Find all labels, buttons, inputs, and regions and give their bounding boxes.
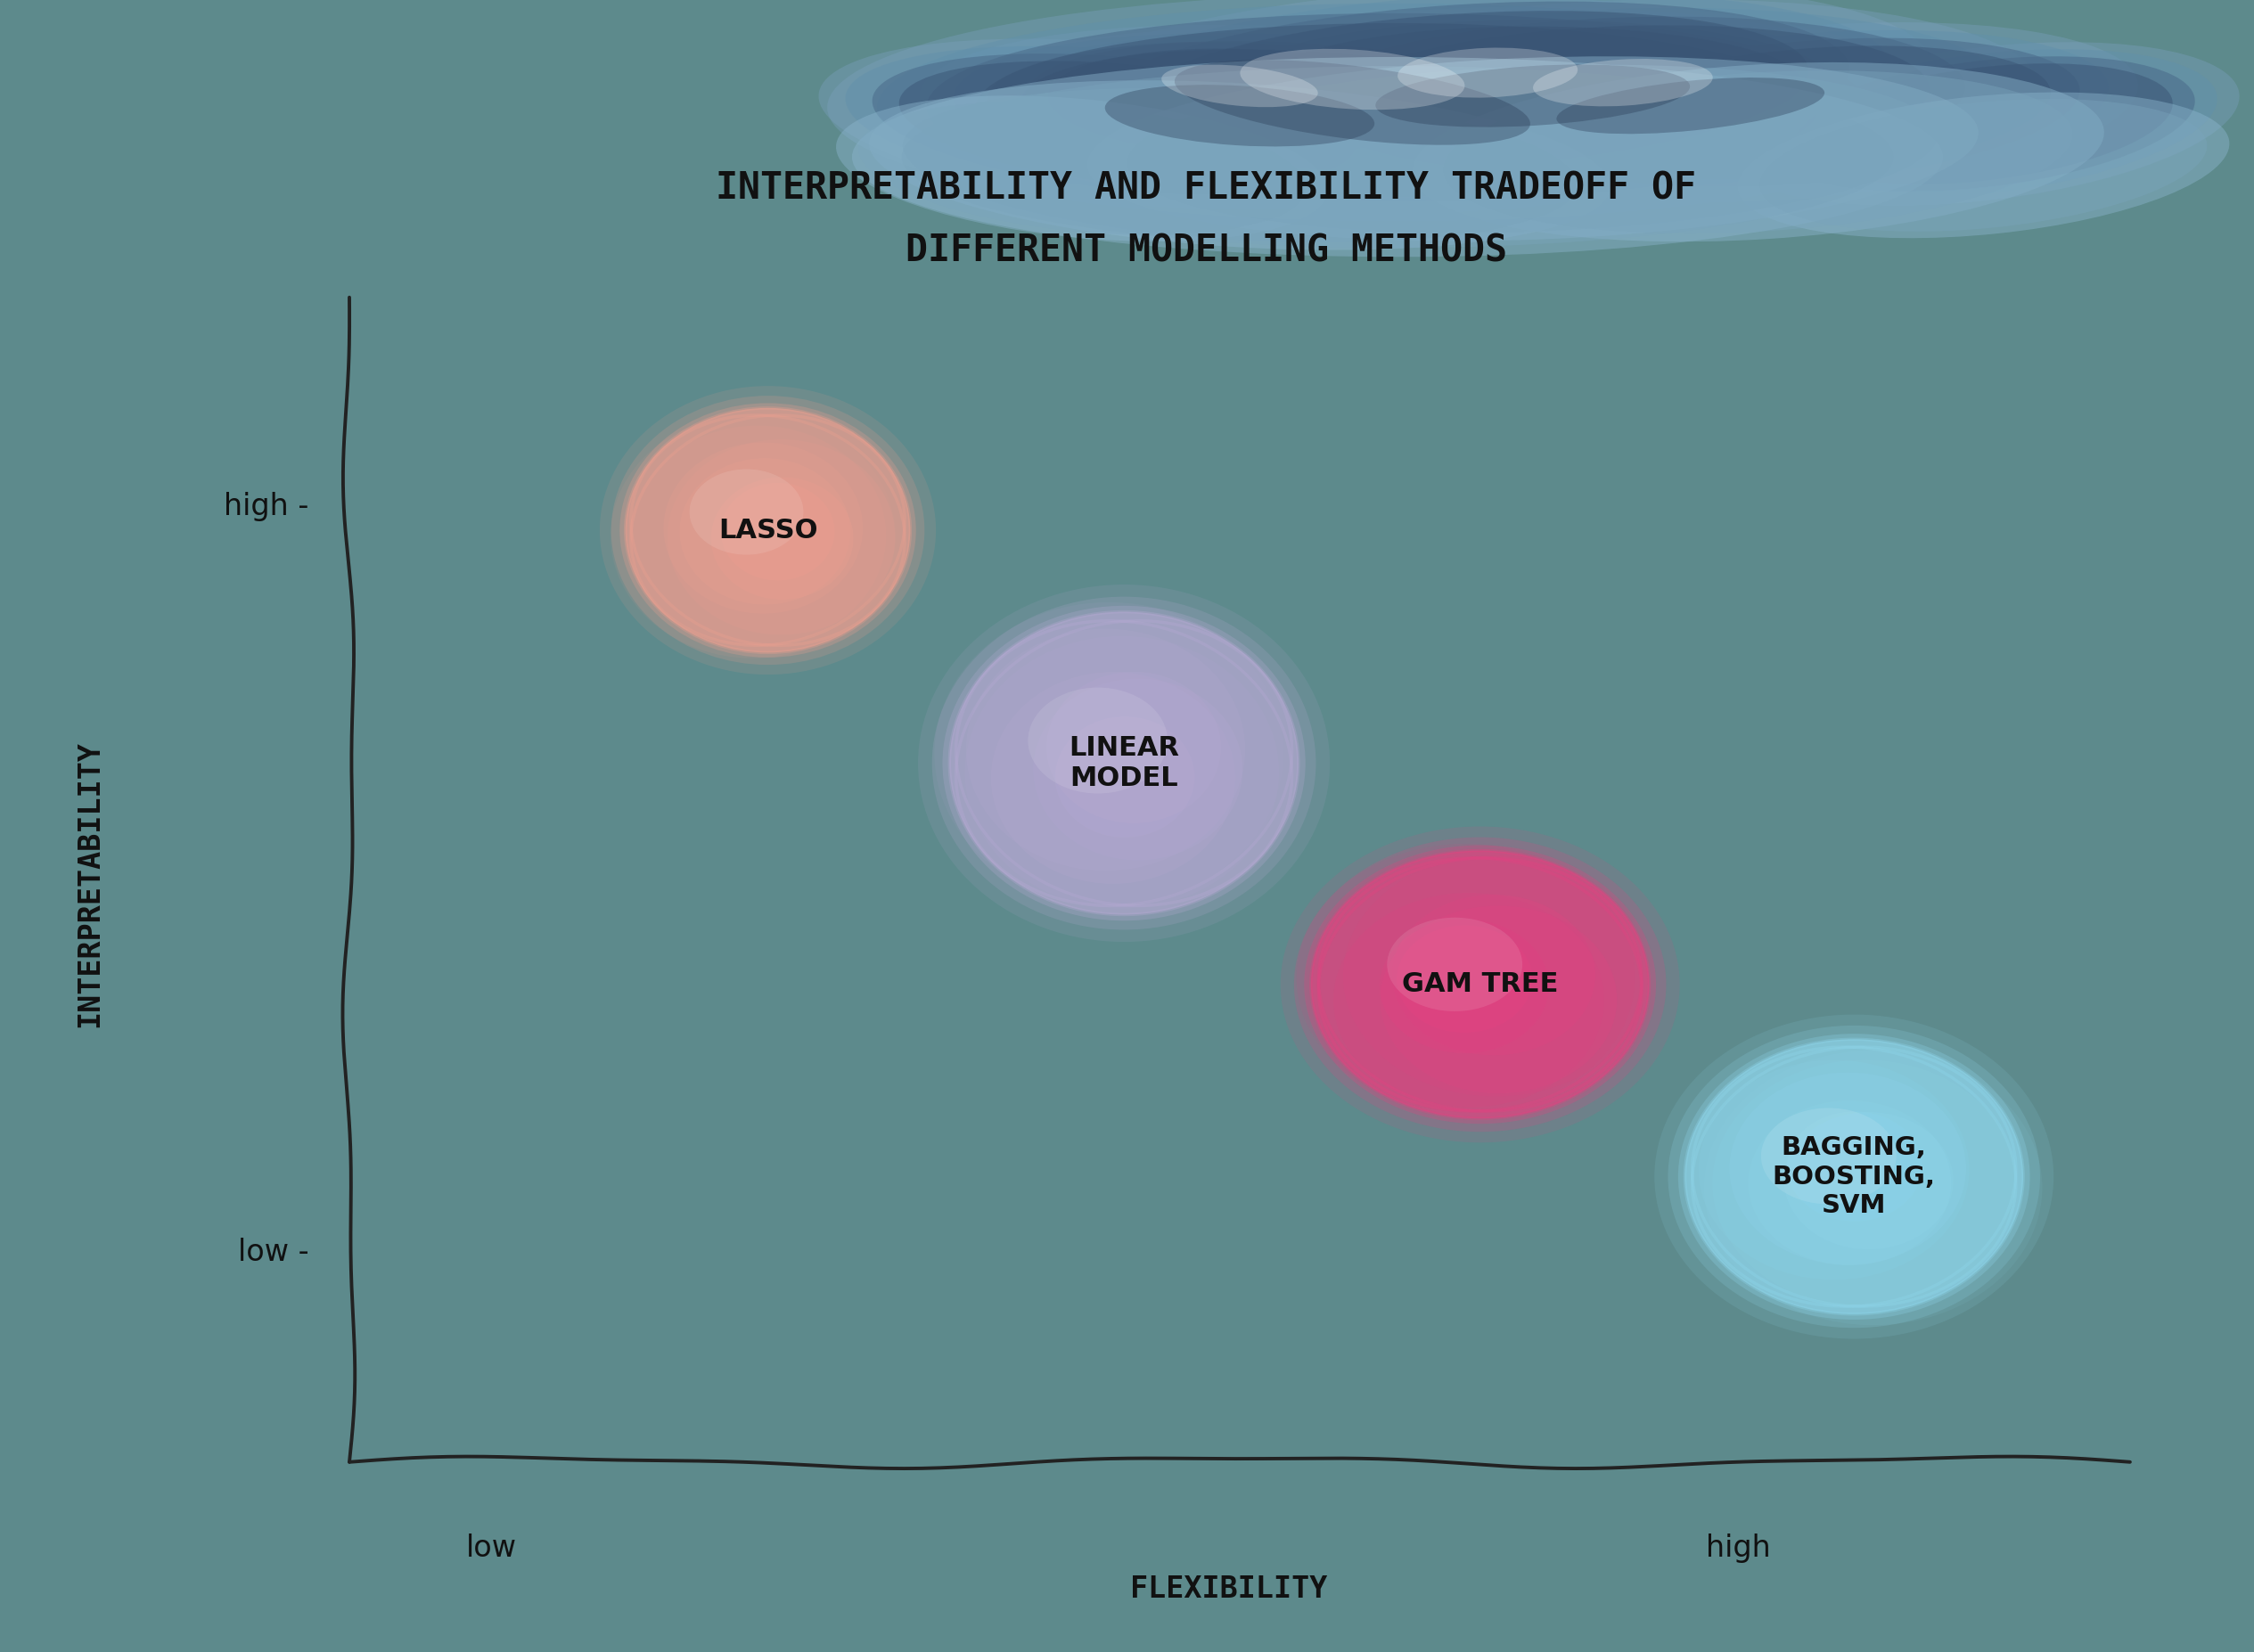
Ellipse shape: [1704, 1051, 2042, 1325]
Ellipse shape: [1749, 1100, 1952, 1265]
Ellipse shape: [1379, 905, 1616, 1094]
Ellipse shape: [1312, 851, 1650, 1118]
Ellipse shape: [992, 672, 1235, 884]
Ellipse shape: [611, 396, 924, 664]
Ellipse shape: [690, 469, 802, 555]
Ellipse shape: [1713, 1059, 2017, 1307]
Ellipse shape: [1677, 1034, 2031, 1320]
Ellipse shape: [1760, 1108, 1896, 1204]
Ellipse shape: [917, 585, 1330, 942]
Ellipse shape: [620, 403, 915, 657]
Text: INTERPRETABILITY AND FLEXIBILITY TRADEOFF OF: INTERPRETABILITY AND FLEXIBILITY TRADEOF…: [717, 170, 1695, 206]
Text: high -: high -: [223, 492, 309, 522]
Ellipse shape: [967, 629, 1244, 871]
Ellipse shape: [663, 443, 863, 613]
Ellipse shape: [629, 426, 886, 646]
Text: LASSO: LASSO: [719, 517, 818, 544]
Ellipse shape: [1785, 1112, 1954, 1249]
Ellipse shape: [721, 482, 834, 580]
Ellipse shape: [1684, 1039, 2024, 1313]
Ellipse shape: [611, 413, 895, 657]
Ellipse shape: [1787, 1112, 1923, 1221]
Text: INTERPRETABILITY: INTERPRETABILITY: [74, 740, 106, 1028]
Ellipse shape: [931, 596, 1316, 930]
Ellipse shape: [667, 439, 895, 634]
Ellipse shape: [1386, 917, 1521, 1011]
Ellipse shape: [710, 477, 854, 600]
Ellipse shape: [1397, 925, 1533, 1032]
Ellipse shape: [1305, 846, 1657, 1123]
Ellipse shape: [1296, 844, 1634, 1112]
Ellipse shape: [1729, 1072, 1965, 1265]
Text: LINEAR
MODEL: LINEAR MODEL: [1068, 735, 1179, 791]
Ellipse shape: [1654, 1014, 2053, 1338]
Text: low -: low -: [239, 1237, 309, 1267]
Text: FLEXIBILITY: FLEXIBILITY: [1129, 1574, 1328, 1604]
Ellipse shape: [942, 606, 1305, 920]
Ellipse shape: [1668, 1026, 2040, 1328]
Ellipse shape: [935, 603, 1283, 905]
Ellipse shape: [1032, 679, 1242, 861]
Text: DIFFERENT MODELLING METHODS: DIFFERENT MODELLING METHODS: [906, 233, 1506, 269]
Ellipse shape: [965, 636, 1278, 909]
Ellipse shape: [678, 458, 850, 605]
Ellipse shape: [624, 408, 911, 653]
Ellipse shape: [1028, 687, 1168, 793]
Ellipse shape: [1343, 856, 1648, 1097]
Ellipse shape: [600, 387, 935, 674]
Text: BAGGING,
BOOSTING,
SVM: BAGGING, BOOSTING, SVM: [1772, 1135, 1936, 1218]
Ellipse shape: [1294, 838, 1666, 1132]
Text: low: low: [467, 1533, 516, 1563]
Text: high: high: [1706, 1533, 1772, 1563]
Ellipse shape: [1379, 919, 1548, 1054]
Ellipse shape: [1700, 1061, 1970, 1280]
Text: GAM TREE: GAM TREE: [1402, 971, 1558, 998]
Ellipse shape: [1280, 826, 1679, 1143]
Ellipse shape: [1334, 892, 1605, 1107]
Ellipse shape: [1055, 717, 1195, 838]
Ellipse shape: [1046, 672, 1222, 823]
Ellipse shape: [949, 611, 1298, 915]
Ellipse shape: [1393, 895, 1596, 1056]
